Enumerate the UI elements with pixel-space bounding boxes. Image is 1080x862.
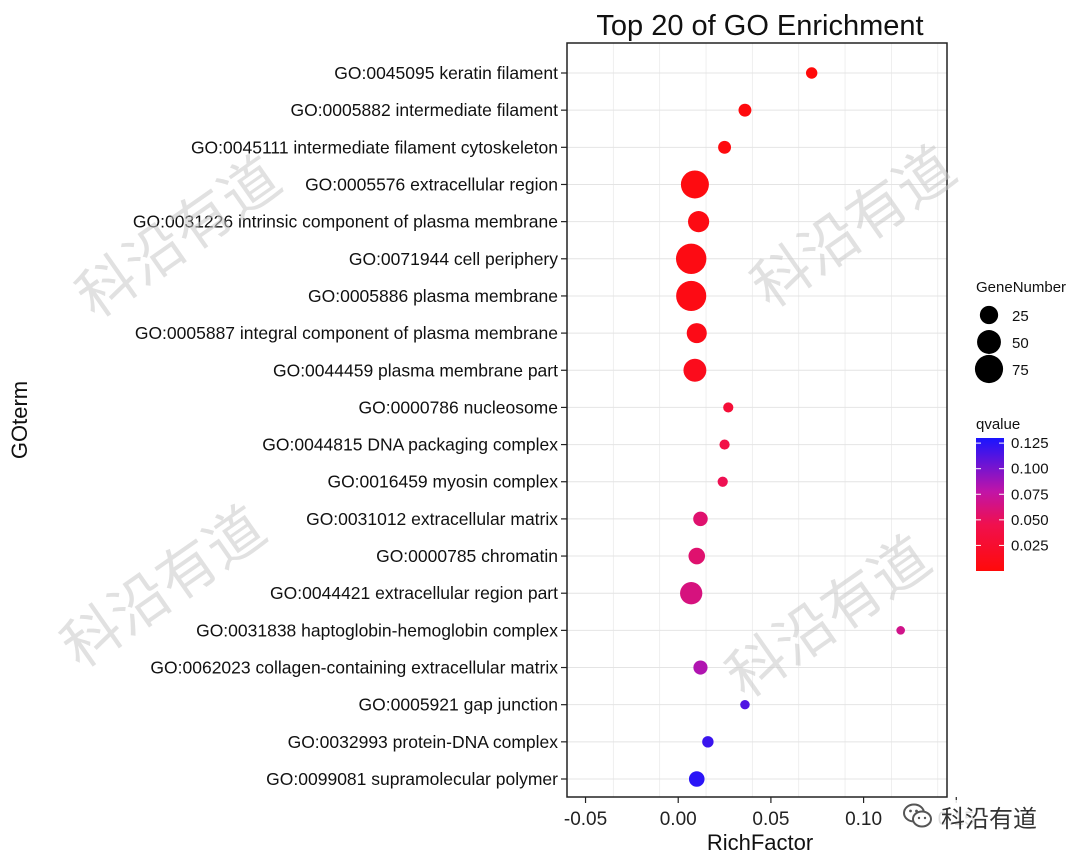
data-point [680, 170, 709, 199]
data-point [693, 660, 708, 675]
footer-brand-text: 科沿有道 [941, 804, 1037, 833]
data-point [896, 626, 905, 635]
y-tick-label: GO:0000786 nucleosome [359, 397, 558, 417]
colorbar-tick-label: 0.075 [1011, 486, 1049, 503]
data-point [723, 402, 734, 413]
qvalue-colorbar [976, 438, 1004, 571]
data-point [702, 736, 714, 748]
size-legend-label: 50 [1012, 335, 1029, 352]
data-point [805, 67, 818, 79]
y-tick-label: GO:0031012 extracellular matrix [306, 509, 558, 529]
size-legend-label: 75 [1012, 362, 1029, 379]
data-point [718, 140, 732, 154]
y-tick-label: GO:0045095 keratin filament [334, 63, 558, 83]
data-point [675, 243, 707, 274]
y-tick-label: GO:0000785 chromatin [376, 546, 558, 566]
y-tick-label: GO:0071944 cell periphery [349, 249, 558, 269]
y-tick-label: GO:0099081 supramolecular polymer [266, 769, 558, 789]
size-legend-title: GeneNumber [976, 279, 1066, 296]
y-tick-label: GO:0045111 intermediate filament cytoske… [191, 137, 558, 157]
data-point [676, 280, 707, 312]
y-tick-label: GO:0005882 intermediate filament [290, 100, 558, 120]
y-tick-label: GO:0044459 plasma membrane part [273, 360, 558, 380]
watermark-3: 科沿有道 [49, 493, 278, 682]
color-legend-title: qvalue [976, 416, 1020, 433]
y-tick-label: GO:0005921 gap junction [359, 695, 558, 715]
y-tick-label: GO:0005576 extracellular region [305, 174, 558, 194]
x-tick-label: 0.05 [752, 809, 789, 830]
data-point [688, 771, 705, 787]
y-tick-label: GO:0032993 protein-DNA complex [288, 732, 559, 752]
x-tick-label: 0.10 [845, 809, 882, 830]
colorbar-tick-label: 0.025 [1011, 537, 1049, 554]
data-point [683, 358, 707, 382]
footer-brand: 科沿有道 [897, 800, 1043, 833]
data-point [738, 103, 752, 117]
y-tick-label: GO:0005886 plasma membrane [308, 286, 558, 306]
wechat-icon [903, 803, 932, 828]
colorbar-tick-label: 0.100 [1011, 461, 1049, 478]
size-legend-dot [979, 305, 999, 325]
data-point [686, 323, 707, 344]
y-tick-label: GO:0016459 myosin complex [327, 472, 558, 492]
data-point [687, 211, 710, 233]
size-legend-label: 25 [1012, 308, 1029, 325]
watermark-2: 科沿有道 [739, 133, 968, 322]
colorbar-tick-label: 0.125 [1011, 435, 1049, 452]
chart-title: Top 20 of GO Enrichment [596, 10, 923, 42]
y-tick-label: GO:0031838 haptoglobin-hemoglobin comple… [196, 620, 558, 640]
watermark-1: 科沿有道 [64, 143, 293, 332]
watermark-4: 科沿有道 [714, 523, 943, 712]
y-tick-label: GO:0044421 extracellular region part [270, 583, 558, 603]
data-point [740, 699, 750, 710]
data-point [680, 582, 703, 605]
y-tick-label: GO:0044815 DNA packaging complex [262, 435, 558, 455]
data-point [719, 439, 730, 450]
data-point [688, 547, 706, 565]
colorbar-tick-label: 0.050 [1011, 512, 1049, 529]
size-legend-dot [974, 354, 1004, 384]
y-tick-label: GO:0062023 collagen-containing extracell… [150, 658, 558, 678]
y-tick-label: GO:0005887 integral component of plasma … [135, 323, 558, 343]
x-tick-label: 0.00 [660, 809, 697, 830]
data-point [717, 476, 728, 487]
size-legend-dot [977, 330, 1001, 354]
x-axis-label: RichFactor [707, 830, 813, 855]
y-tick-label: GO:0031226 intrinsic component of plasma… [133, 212, 558, 232]
data-point [693, 511, 708, 527]
x-tick-label: -0.05 [564, 809, 607, 830]
y-axis-label: GOterm [7, 381, 32, 459]
plot-panel [566, 42, 948, 798]
